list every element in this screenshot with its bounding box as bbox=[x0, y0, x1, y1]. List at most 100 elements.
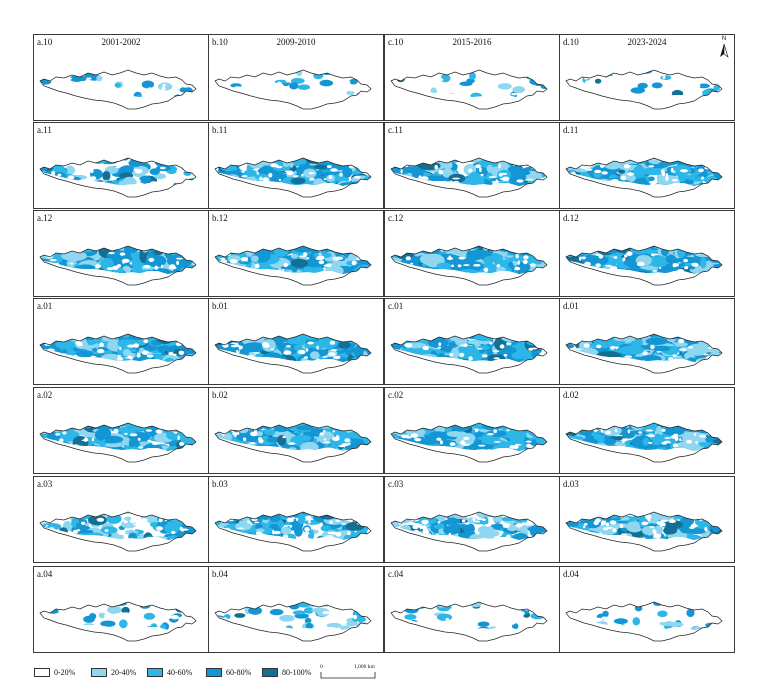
legend-swatch bbox=[262, 668, 278, 677]
period-title: 2009-2010 bbox=[276, 37, 316, 47]
snow-cover-map bbox=[565, 422, 723, 463]
map-panel: a.11 bbox=[33, 122, 209, 209]
map-panel: d.10 2023-2024 N bbox=[559, 34, 735, 121]
snow-cover-map bbox=[39, 422, 197, 463]
legend: 0-20% 20-40% 40-60% 60-80% 80-100% 0 1,0… bbox=[34, 662, 734, 684]
period-title: 2023-2024 bbox=[627, 37, 667, 47]
panel-label: c.04 bbox=[388, 569, 404, 579]
snow-cover-map bbox=[39, 69, 197, 110]
snow-cover-map bbox=[214, 69, 372, 110]
map-panel: b.02 bbox=[208, 387, 384, 474]
panel-label: b.02 bbox=[212, 390, 228, 400]
map-panel: c.10 2015-2016 bbox=[384, 34, 560, 121]
scale-start-label: 0 bbox=[320, 664, 323, 670]
snow-cover-map bbox=[39, 601, 197, 642]
map-panel: d.01 bbox=[559, 298, 735, 385]
map-panel: b.11 bbox=[208, 122, 384, 209]
map-panel: c.01 bbox=[384, 298, 560, 385]
panel-label: b.04 bbox=[212, 569, 228, 579]
map-panel: a.03 bbox=[33, 476, 209, 563]
snow-cover-map bbox=[214, 157, 372, 198]
map-panel: c.11 bbox=[384, 122, 560, 209]
panel-label: a.11 bbox=[37, 125, 52, 135]
panel-label: d.12 bbox=[563, 213, 579, 223]
map-panel: a.12 bbox=[33, 210, 209, 297]
panel-label: b.10 bbox=[212, 37, 228, 47]
map-panel: d.12 bbox=[559, 210, 735, 297]
panel-label: a.02 bbox=[37, 390, 53, 400]
scale-bar: 0 1,000 km bbox=[320, 662, 400, 684]
panel-label: d.04 bbox=[563, 569, 579, 579]
legend-swatch bbox=[91, 668, 107, 677]
legend-label: 40-60% bbox=[167, 668, 193, 677]
north-arrow-icon: N bbox=[718, 36, 730, 59]
panel-label: d.02 bbox=[563, 390, 579, 400]
legend-label: 0-20% bbox=[54, 668, 76, 677]
panel-label: b.11 bbox=[212, 125, 228, 135]
panel-label: c.01 bbox=[388, 301, 404, 311]
panel-label: a.10 bbox=[37, 37, 53, 47]
panel-label: a.01 bbox=[37, 301, 53, 311]
map-panel: a.01 bbox=[33, 298, 209, 385]
snow-cover-map bbox=[565, 69, 723, 110]
map-panel: d.11 bbox=[559, 122, 735, 209]
panel-label: d.11 bbox=[563, 125, 579, 135]
map-panel: b.01 bbox=[208, 298, 384, 385]
snow-cover-map bbox=[390, 69, 548, 110]
snow-cover-map bbox=[214, 245, 372, 286]
map-panel: a.04 bbox=[33, 566, 209, 653]
map-panel: c.02 bbox=[384, 387, 560, 474]
panel-label: b.03 bbox=[212, 479, 228, 489]
map-panel: d.02 bbox=[559, 387, 735, 474]
legend-label: 60-80% bbox=[226, 668, 252, 677]
north-label: N bbox=[721, 36, 727, 42]
map-panel: d.04 bbox=[559, 566, 735, 653]
panel-label: d.03 bbox=[563, 479, 579, 489]
snow-cover-map bbox=[214, 422, 372, 463]
map-panel: a.02 bbox=[33, 387, 209, 474]
snow-cover-map bbox=[390, 601, 548, 642]
panel-label: c.03 bbox=[388, 479, 404, 489]
legend-swatch bbox=[34, 668, 50, 677]
scale-bar-line bbox=[320, 672, 376, 679]
panel-label: a.04 bbox=[37, 569, 53, 579]
snow-cover-map bbox=[39, 245, 197, 286]
map-panel: b.03 bbox=[208, 476, 384, 563]
snow-cover-map bbox=[214, 511, 372, 552]
map-panel: d.03 bbox=[559, 476, 735, 563]
panel-label: d.10 bbox=[563, 37, 579, 47]
snow-cover-map bbox=[39, 333, 197, 374]
snow-cover-map bbox=[39, 157, 197, 198]
snow-cover-map bbox=[565, 245, 723, 286]
panel-label: a.03 bbox=[37, 479, 53, 489]
scale-end-label: 1,000 km bbox=[354, 664, 375, 670]
map-panel: c.12 bbox=[384, 210, 560, 297]
panel-label: a.12 bbox=[37, 213, 53, 223]
snow-cover-map bbox=[390, 422, 548, 463]
panel-label: c.11 bbox=[388, 125, 403, 135]
map-panel: c.03 bbox=[384, 476, 560, 563]
map-panel: c.04 bbox=[384, 566, 560, 653]
snow-cover-map bbox=[390, 511, 548, 552]
legend-label: 80-100% bbox=[282, 668, 312, 677]
snow-cover-map bbox=[565, 157, 723, 198]
map-panel: b.04 bbox=[208, 566, 384, 653]
panel-label: b.01 bbox=[212, 301, 228, 311]
snow-cover-map bbox=[390, 157, 548, 198]
snow-cover-map bbox=[565, 601, 723, 642]
snow-cover-map bbox=[214, 333, 372, 374]
snow-cover-map bbox=[565, 333, 723, 374]
panel-label: b.12 bbox=[212, 213, 228, 223]
map-panel: b.10 2009-2010 bbox=[208, 34, 384, 121]
map-panel: b.12 bbox=[208, 210, 384, 297]
map-panel: a.10 2001-2002 bbox=[33, 34, 209, 121]
panel-label: c.12 bbox=[388, 213, 404, 223]
panel-label: d.01 bbox=[563, 301, 579, 311]
snow-cover-map bbox=[390, 333, 548, 374]
legend-swatch bbox=[206, 668, 222, 677]
snow-cover-map bbox=[39, 511, 197, 552]
panel-label: c.02 bbox=[388, 390, 404, 400]
snow-cover-map bbox=[565, 511, 723, 552]
snow-cover-map bbox=[390, 245, 548, 286]
